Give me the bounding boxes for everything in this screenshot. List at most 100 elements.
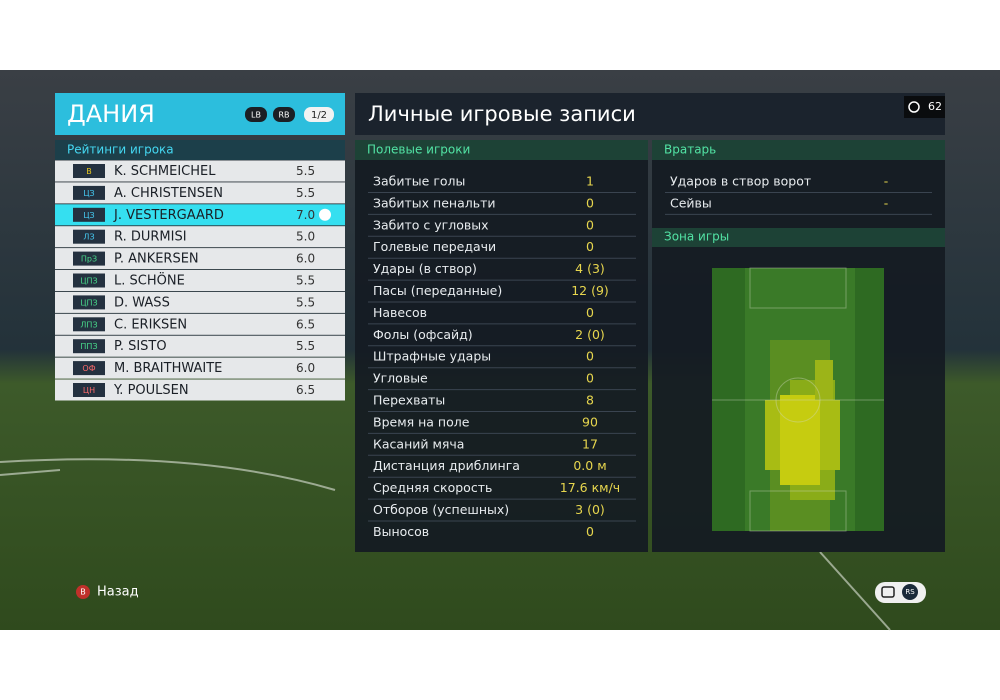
records-header: [355, 93, 945, 135]
gk-label: Сейвы: [670, 195, 712, 210]
stat-label: Дистанция дриблинга: [373, 458, 520, 473]
player-row[interactable]: [55, 313, 345, 335]
stat-label: Касаний мяча: [373, 436, 464, 451]
field-title: Полевые игроки: [367, 143, 470, 157]
player-rating: 5.5: [296, 339, 315, 353]
stat-label: Средняя скорость: [373, 480, 492, 495]
player-row[interactable]: [55, 204, 345, 226]
gk-title: Вратарь: [664, 143, 716, 157]
gk-label: Ударов в створ ворот: [670, 174, 811, 189]
back-button[interactable]: [76, 585, 90, 599]
player-row[interactable]: [55, 291, 345, 313]
position-badge: [73, 207, 105, 222]
player-name: J. VESTERGAARD: [113, 208, 224, 223]
stat-value: 2 (0): [575, 327, 605, 342]
player-row[interactable]: [55, 270, 345, 291]
star-icon: [319, 208, 331, 221]
stat-label: Выносов: [373, 524, 429, 539]
position-badge: [73, 317, 105, 332]
player-row[interactable]: [55, 226, 345, 248]
stat-label: Голевые передачи: [373, 239, 496, 254]
player-name: D. WASS: [114, 295, 170, 310]
player-name: L. SCHÖNE: [114, 272, 185, 289]
stat-label: Время на поле: [373, 414, 470, 429]
player-row[interactable]: [55, 182, 345, 204]
player-name: P. ANKERSEN: [114, 252, 199, 267]
timer: 62: [928, 100, 942, 113]
lb-label: LB: [251, 111, 261, 120]
ratings-title: Рейтинги игрока: [67, 143, 174, 157]
lb-badge: [245, 107, 267, 122]
heatmap: [712, 267, 884, 532]
rb-badge: [273, 107, 295, 122]
position: ЦПЗ: [80, 298, 97, 307]
stat-label: Навесов: [373, 305, 427, 320]
back-label[interactable]: Назад: [97, 585, 139, 600]
stat-value: 90: [582, 414, 598, 429]
gk-value: -: [884, 195, 889, 210]
position: ЛЗ: [83, 233, 94, 242]
player-rating: 6.5: [296, 383, 315, 397]
stat-value: 17.6 км/ч: [560, 480, 620, 495]
team-name: ДАНИЯ: [67, 100, 155, 128]
stat-label: Перехваты: [373, 393, 445, 408]
position-badge: [73, 185, 105, 200]
stat-label: Штрафные удары: [373, 349, 491, 364]
stat-value: 0: [586, 524, 594, 539]
gk-header: [652, 140, 945, 160]
player-rating: 5.0: [296, 230, 315, 244]
page-indicator: 1/2: [311, 110, 327, 121]
stat-value: 0: [586, 305, 594, 320]
stat-value: 0: [586, 195, 594, 210]
stat-value: 4 (3): [575, 261, 605, 276]
stat-label: Фолы (офсайд): [373, 327, 473, 342]
player-rating: 7.0: [296, 208, 315, 222]
player-row[interactable]: [55, 335, 345, 357]
player-name: R. DURMISI: [114, 230, 187, 245]
position-badge: [73, 339, 105, 354]
position: ЦЗ: [83, 189, 94, 198]
page-badge: [304, 107, 334, 122]
player-row[interactable]: [55, 248, 345, 270]
rs-label: RS: [905, 588, 915, 596]
stat-value: 8: [586, 393, 594, 408]
stat-value: 0.0 м: [573, 458, 606, 473]
stat-label: Отборов (успешных): [373, 502, 509, 517]
position: ЦЗ: [83, 211, 94, 220]
player-rating: 6.0: [296, 361, 315, 375]
position: ЦН: [83, 386, 95, 395]
player-row[interactable]: [55, 160, 345, 182]
position-badge: [73, 164, 105, 178]
position-badge: [73, 383, 105, 397]
zone-header: [652, 228, 945, 247]
player-rating: 5.5: [296, 164, 315, 178]
gk-value: -: [884, 174, 889, 189]
stat-label: Забито с угловых: [373, 217, 489, 232]
stat-value: 17: [582, 436, 598, 451]
position-badge: [73, 273, 105, 288]
back-button-label: B: [80, 588, 86, 597]
timer-icon: [908, 101, 920, 113]
stat-value: 3 (0): [575, 502, 605, 517]
player-name: C. ERIKSEN: [114, 317, 187, 332]
player-row[interactable]: [55, 379, 345, 401]
rb-label: RB: [278, 111, 289, 120]
position: ОФ: [82, 364, 95, 373]
records-title: Личные игровые записи: [368, 102, 636, 126]
stat-value: 0: [586, 349, 594, 364]
player-rating: 5.5: [296, 295, 315, 309]
position: ППЗ: [80, 342, 97, 351]
field-stats: Забитые голы 1 Забитых пенальти 0 Забито с у…: [368, 174, 636, 539]
player-row[interactable]: [55, 357, 345, 379]
player-name: A. CHRISTENSEN: [114, 186, 223, 201]
position: ПрЗ: [81, 255, 97, 264]
player-name: M. BRAITHWAITE: [114, 361, 222, 376]
stat-value: 0: [586, 217, 594, 232]
ratings-header: [55, 140, 345, 160]
gk-stats: Ударов в створ ворот - Сейвы -: [665, 174, 932, 215]
rs-badge: [902, 584, 918, 600]
stat-label: Удары (в створ): [373, 261, 477, 276]
position-badge: [73, 295, 105, 310]
